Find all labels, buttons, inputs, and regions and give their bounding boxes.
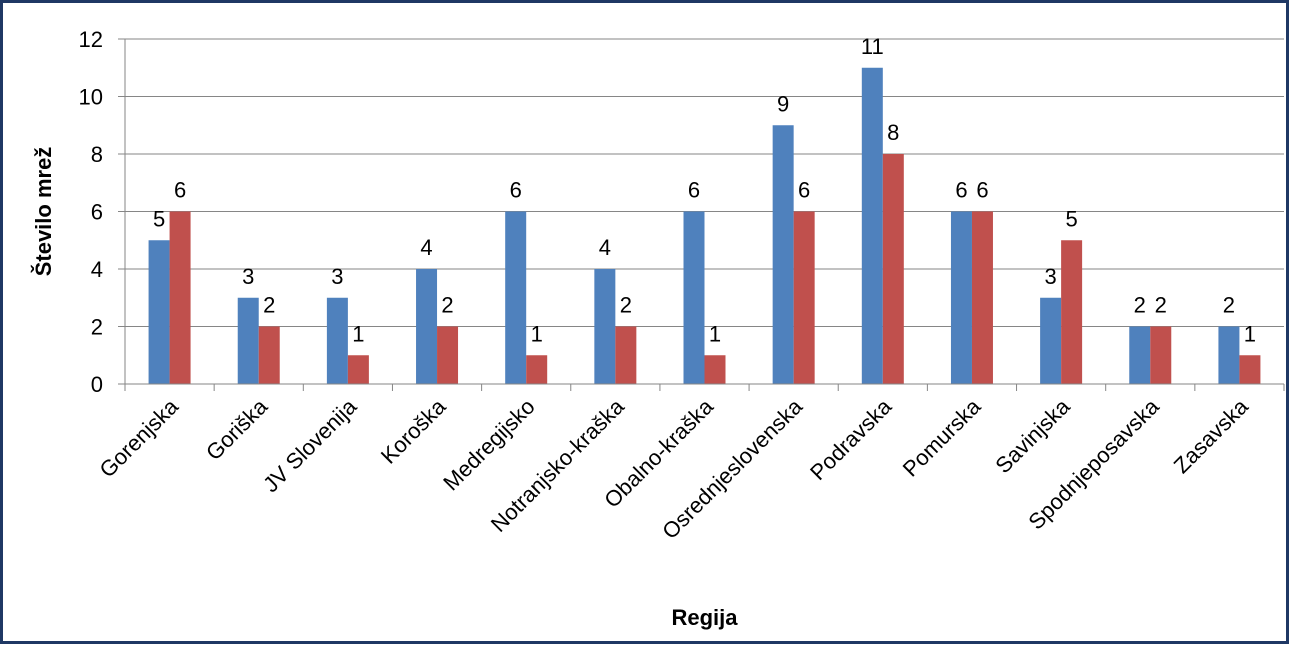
bar-series-1 [950,211,972,384]
bar-series-2 [971,211,993,384]
x-tick-label: Savinjska [990,393,1075,478]
y-tick-label: 0 [91,372,103,397]
bar-series-1 [683,211,705,384]
bar-series-2 [1061,240,1083,384]
data-label: 5 [1065,206,1077,231]
bar-series-1 [326,297,348,384]
x-tick-label: Gorenjska [95,393,184,482]
data-label: 2 [1223,293,1235,318]
x-tick-label: Podravska [805,393,897,485]
axes [118,38,1285,391]
y-tick-label: 12 [79,27,103,52]
data-label: 2 [263,293,275,318]
bar-series-2 [169,211,191,384]
data-label: 2 [620,293,632,318]
x-tick-label: Goriška [201,393,273,465]
bar-series-1 [772,125,794,384]
y-tick-label: 4 [91,257,103,282]
bar-series-2 [437,326,459,384]
bars [148,67,1261,384]
data-label: 6 [955,178,967,203]
data-label: 3 [331,264,343,289]
data-label: 2 [441,293,453,318]
bar-series-2 [615,326,637,384]
data-label: 1 [352,321,364,346]
y-tick-label: 6 [91,200,103,225]
data-label: 6 [688,178,700,203]
x-tick-label: Zasavska [1169,393,1254,478]
bar-series-2 [793,211,815,384]
bar-series-1 [861,67,883,384]
x-axis-title: Regija [671,605,738,630]
y-tick-labels: 0 2 4 6 8 10 12 [79,27,103,397]
bar-series-2 [347,355,369,384]
data-label: 4 [420,235,432,260]
bar-series-1 [148,240,170,384]
data-label: 6 [976,178,988,203]
data-label: 2 [1134,293,1146,318]
bar-series-1 [1218,326,1240,384]
data-label: 5 [153,206,165,231]
bar-series-1 [505,211,527,384]
bar-series-2 [704,355,726,384]
data-label: 9 [777,91,789,116]
bar-series-2 [526,355,548,384]
bar-series-2 [258,326,280,384]
bar-series-1 [594,269,616,384]
bar-series-1 [416,269,438,384]
data-label: 8 [887,120,899,145]
data-label: 6 [174,178,186,203]
data-label: 1 [531,321,543,346]
data-label: 2 [1155,293,1167,318]
data-label: 4 [599,235,611,260]
data-label: 1 [1244,321,1256,346]
data-label: 6 [510,178,522,203]
x-tick-label: JV Slovenija [258,393,362,497]
data-label: 3 [242,264,254,289]
data-label: 6 [798,178,810,203]
data-label: 3 [1044,264,1056,289]
y-tick-label: 10 [79,85,103,110]
bar-series-1 [237,297,259,384]
y-axis-title: Število mrež [31,147,56,277]
bar-series-2 [882,154,904,384]
y-tick-label: 8 [91,142,103,167]
y-tick-label: 2 [91,315,103,340]
bar-series-1 [1040,297,1062,384]
bar-series-2 [1150,326,1172,384]
data-label: 1 [709,321,721,346]
bar-series-1 [1129,326,1151,384]
bar-series-2 [1239,355,1261,384]
x-tick-label: Pomurska [898,393,986,481]
x-tick-label: Koroška [376,393,451,468]
data-label: 11 [861,34,884,59]
